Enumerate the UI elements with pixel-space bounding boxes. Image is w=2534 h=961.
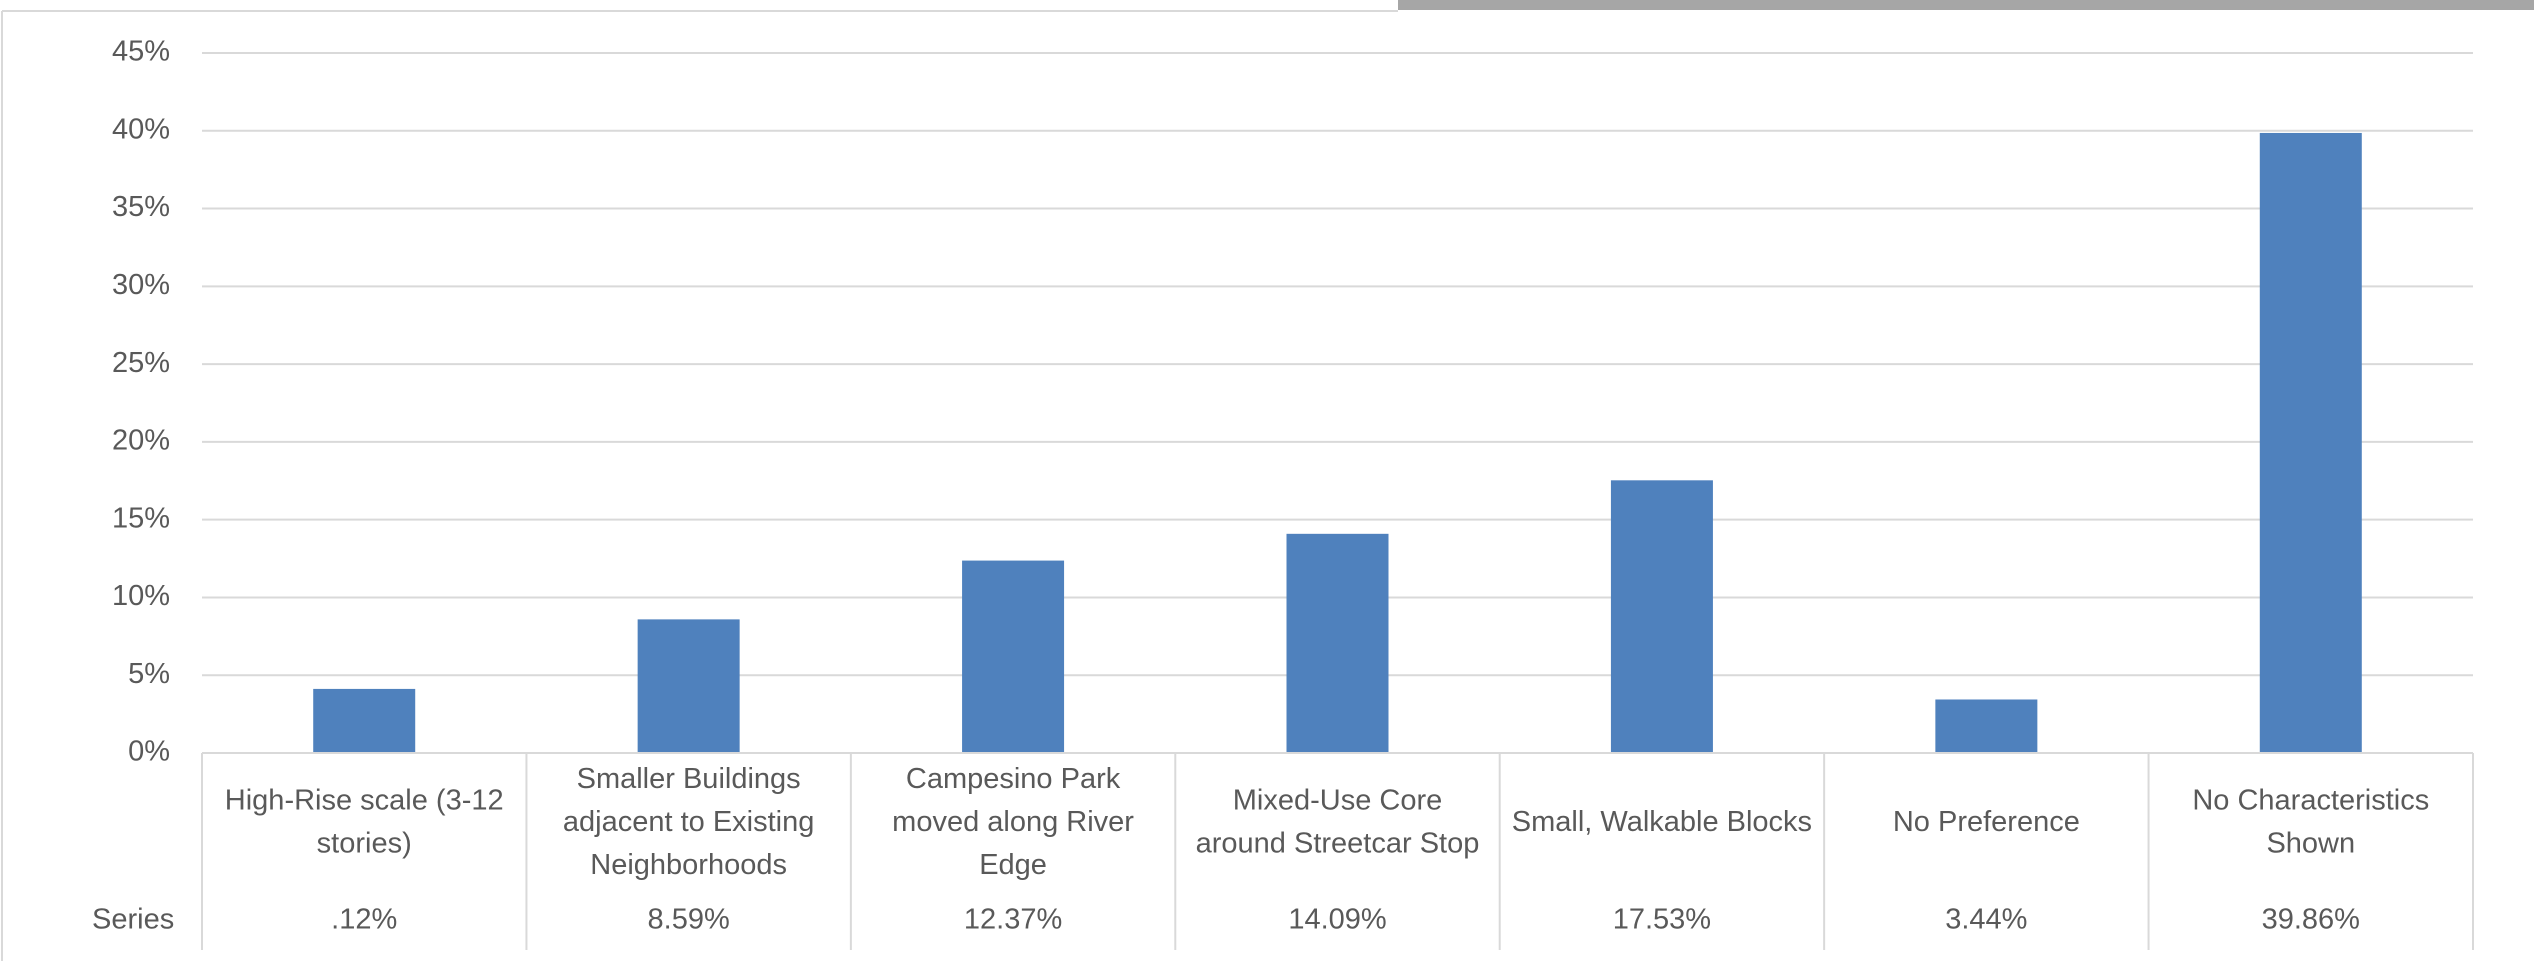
photo-strip (1398, 0, 2534, 10)
bar (637, 619, 740, 753)
bar (962, 560, 1065, 753)
x-tick-label: Small, Walkable Blocks (1512, 806, 1812, 838)
table-value: 14.09% (1288, 904, 1386, 936)
table-value: .12% (331, 904, 397, 936)
y-tick-label: 10% (112, 580, 170, 612)
y-tick-label: 45% (112, 36, 170, 68)
bar (1935, 699, 2038, 753)
y-tick-label: 35% (112, 191, 170, 223)
y-tick-label: 40% (112, 113, 170, 145)
y-tick-label: 20% (112, 425, 170, 457)
x-tick-label: No Preference (1893, 806, 2080, 838)
bar (1286, 533, 1389, 753)
x-tick-label: Mixed-Use Core around Streetcar Stop (1196, 784, 1480, 859)
x-tick-label: Campesino Park moved along River Edge (892, 763, 1134, 881)
bar (313, 688, 416, 753)
table-value: 12.37% (964, 904, 1062, 936)
table-value: 8.59% (648, 904, 730, 936)
y-tick-label: 15% (112, 502, 170, 534)
table-series-label: Series (92, 904, 174, 936)
y-tick-label: 5% (128, 658, 170, 690)
y-tick-label: 30% (112, 269, 170, 301)
table-value: 39.86% (2262, 904, 2360, 936)
y-tick-label: 25% (112, 347, 170, 379)
x-tick-label: High-Rise scale (3-12 stories) (225, 784, 504, 859)
x-tick-label: No Characteristics Shown (2192, 784, 2429, 859)
bar (1610, 480, 1713, 753)
y-tick-label: 0% (128, 736, 170, 768)
bar (2259, 132, 2362, 753)
table-value: 3.44% (1945, 904, 2027, 936)
table-value: 17.53% (1613, 904, 1711, 936)
x-tick-label: Smaller Buildings adjacent to Existing Nei… (563, 763, 814, 881)
